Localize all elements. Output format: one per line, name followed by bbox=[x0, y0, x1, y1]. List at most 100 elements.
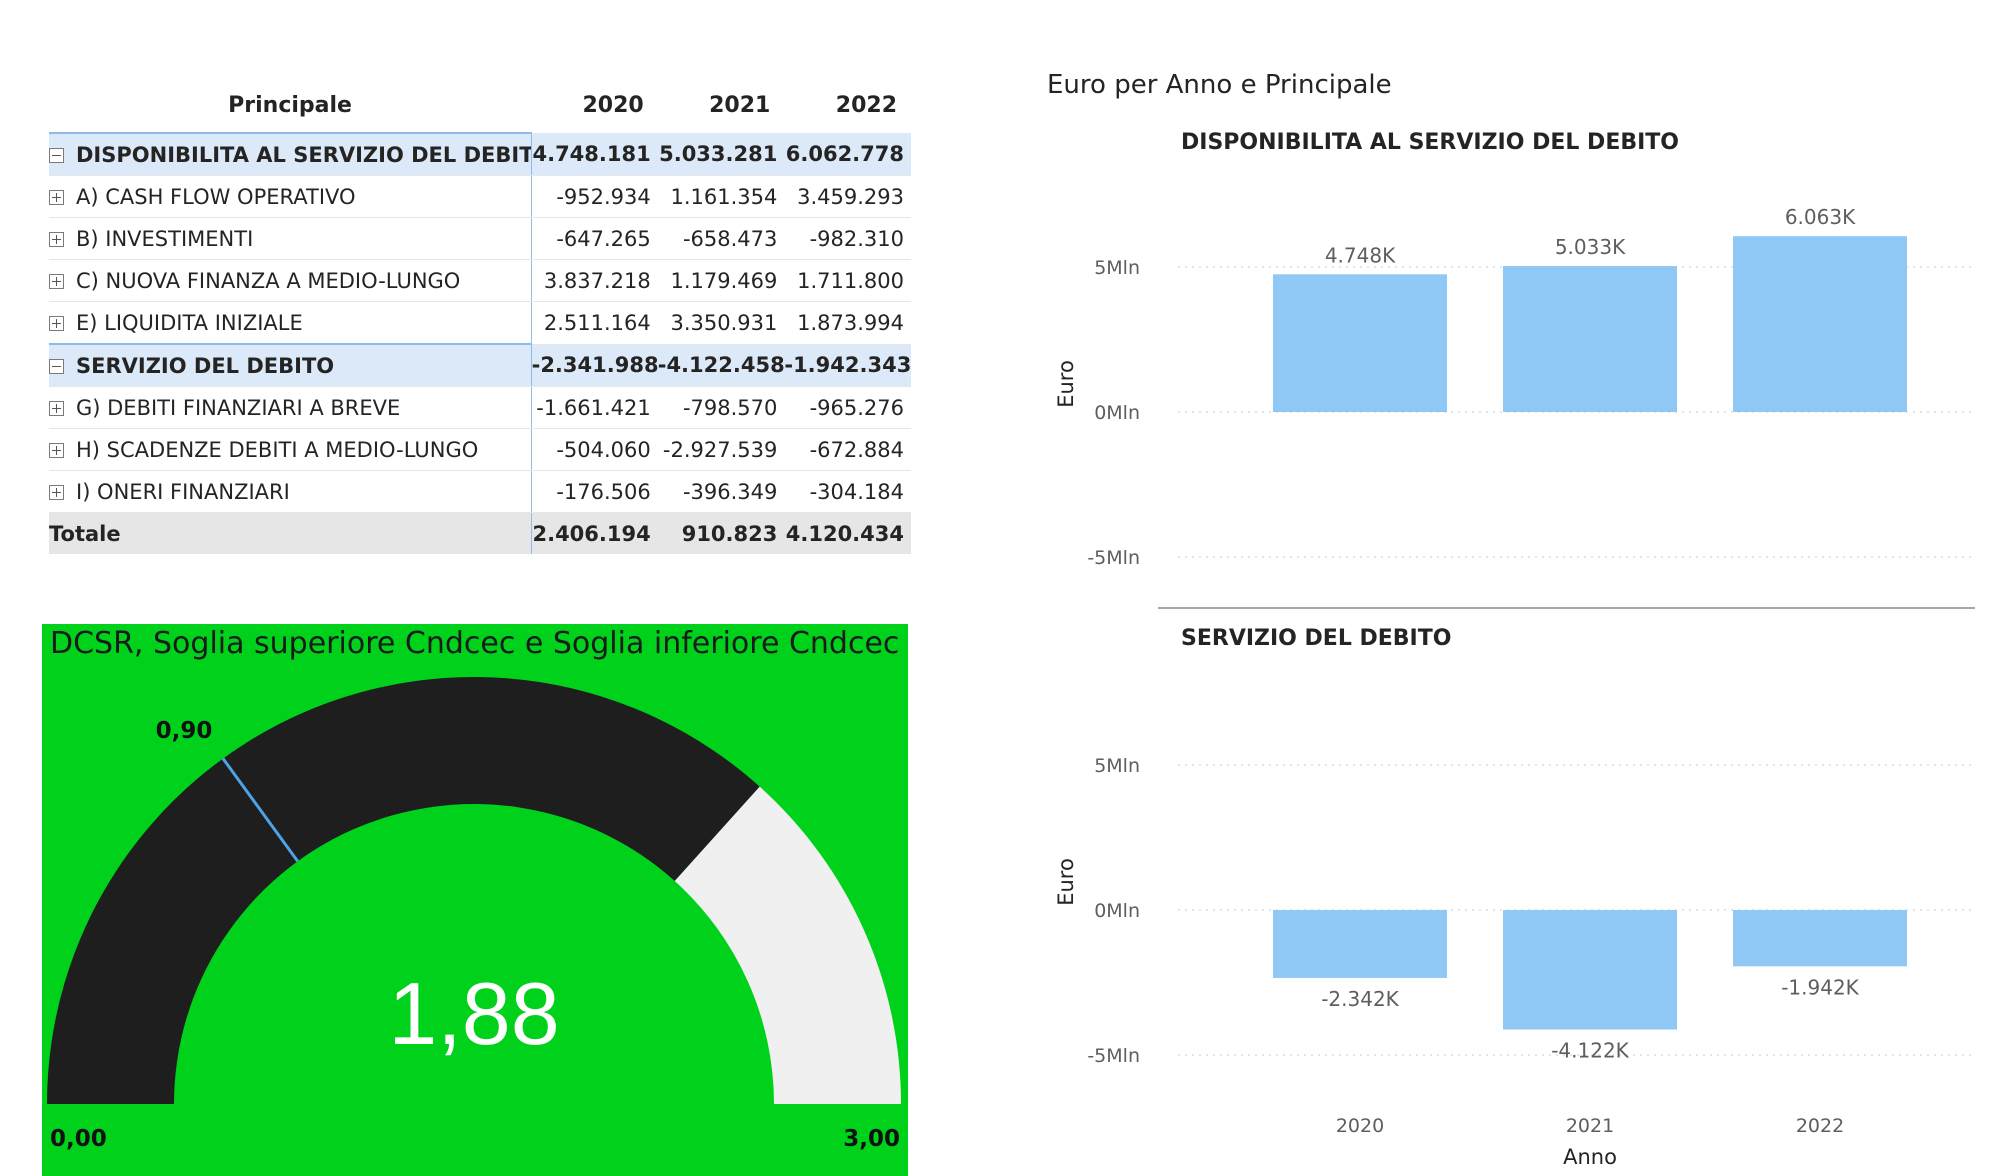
cell-value: -982.310 bbox=[784, 217, 911, 260]
dcsr-gauge-card[interactable]: DCSR, Soglia superiore Cndcec e Soglia i… bbox=[42, 624, 908, 1176]
cell-value: -2.341.988 bbox=[531, 344, 658, 387]
cell-value: -965.276 bbox=[784, 386, 911, 429]
gauge-max-label: 3,00 bbox=[843, 1126, 900, 1152]
gauge-threshold-marker bbox=[221, 757, 299, 863]
gauge-min-label: 0,00 bbox=[50, 1126, 107, 1152]
row-label: G) DEBITI FINANZIARI A BREVE bbox=[76, 395, 401, 420]
bar bbox=[1273, 910, 1447, 978]
gauge-title: DCSR, Soglia superiore Cndcec e Soglia i… bbox=[50, 626, 900, 661]
gauge-filled-arc bbox=[47, 677, 760, 1104]
cell-value: 1.161.354 bbox=[657, 175, 785, 218]
matrix-row: C) NUOVA FINANZA A MEDIO-LUNGO 3.837.218… bbox=[49, 259, 911, 302]
data-label: -2.342K bbox=[1321, 987, 1399, 1011]
cell-value: -396.349 bbox=[657, 470, 785, 513]
data-label: 6.063K bbox=[1785, 205, 1856, 229]
x-tick-label: 2022 bbox=[1796, 1115, 1844, 1137]
total-label: Totale bbox=[49, 512, 532, 554]
matrix-header-row: Principale 2020 2021 2022 bbox=[49, 78, 911, 133]
y-tick-label: -5Mln bbox=[1087, 547, 1140, 569]
bar bbox=[1273, 274, 1447, 412]
cell-value: 2.511.164 bbox=[531, 301, 658, 345]
matrix-row: E) LIQUIDITA INIZIALE 2.511.164 3.350.93… bbox=[49, 301, 911, 345]
y-tick-label: -5Mln bbox=[1087, 1045, 1140, 1067]
gauge-threshold-label: 0,90 bbox=[156, 718, 213, 744]
expand-icon[interactable] bbox=[49, 274, 64, 289]
column-header-2020[interactable]: 2020 bbox=[582, 93, 644, 118]
y-tick-label: 5Mln bbox=[1094, 257, 1140, 279]
bar bbox=[1503, 910, 1677, 1030]
cell-value: -176.506 bbox=[531, 470, 658, 513]
cell-value: -304.184 bbox=[784, 470, 911, 513]
cell-value: -1.661.421 bbox=[531, 386, 658, 429]
cell-value: 1.179.469 bbox=[657, 259, 785, 302]
row-label: B) INVESTIMENTI bbox=[76, 226, 254, 251]
y-tick-label: 5Mln bbox=[1094, 755, 1140, 777]
expand-icon[interactable] bbox=[49, 232, 64, 247]
y-axis-label: Euro bbox=[1054, 858, 1078, 906]
column-header-principale[interactable]: Principale bbox=[228, 92, 352, 118]
data-label: 4.748K bbox=[1325, 243, 1396, 267]
row-label: A) CASH FLOW OPERATIVO bbox=[76, 184, 356, 209]
expand-icon[interactable] bbox=[49, 485, 64, 500]
panel-title-disponibilita: DISPONIBILITA AL SERVIZIO DEL DEBITO bbox=[1181, 130, 1680, 155]
cell-value: -658.473 bbox=[657, 217, 785, 260]
matrix-total-row: Totale 2.406.194 910.823 4.120.434 bbox=[49, 512, 911, 554]
y-axis-label: Euro bbox=[1054, 360, 1078, 408]
chart-title: Euro per Anno e Principale bbox=[1047, 70, 1392, 100]
column-header-2022[interactable]: 2022 bbox=[835, 93, 897, 118]
column-header-2021[interactable]: 2021 bbox=[709, 93, 771, 118]
total-value: 4.120.434 bbox=[784, 512, 911, 554]
gauge-remaining-arc bbox=[674, 786, 901, 1104]
expand-icon[interactable] bbox=[49, 190, 64, 205]
cell-value: -952.934 bbox=[531, 175, 658, 218]
data-label: 5.033K bbox=[1555, 235, 1626, 259]
principale-matrix: Principale 2020 2021 2022 DISPONIBILITA … bbox=[49, 78, 911, 554]
cell-value: 1.873.994 bbox=[784, 301, 911, 345]
collapse-icon[interactable] bbox=[49, 148, 64, 163]
cell-value: -672.884 bbox=[784, 428, 911, 471]
cell-value: -4.122.458 bbox=[657, 344, 785, 387]
gauge-value: 1,88 bbox=[388, 964, 559, 1063]
bar bbox=[1733, 236, 1907, 412]
matrix-row: B) INVESTIMENTI -647.265 -658.473 -982.3… bbox=[49, 217, 911, 260]
cell-value: 1.711.800 bbox=[784, 259, 911, 302]
y-tick-label: 0Mln bbox=[1094, 402, 1140, 424]
x-tick-label: 2020 bbox=[1336, 1115, 1384, 1137]
cell-value: -2.927.539 bbox=[657, 428, 785, 471]
cell-value: -647.265 bbox=[531, 217, 658, 260]
y-tick-label: 0Mln bbox=[1094, 900, 1140, 922]
data-label: -1.942K bbox=[1781, 975, 1859, 999]
row-label: E) LIQUIDITA INIZIALE bbox=[76, 310, 303, 335]
matrix-row: H) SCADENZE DEBITI A MEDIO-LUNGO -504.06… bbox=[49, 428, 911, 471]
cell-value: -798.570 bbox=[657, 386, 785, 429]
matrix-row: A) CASH FLOW OPERATIVO -952.934 1.161.35… bbox=[49, 175, 911, 218]
row-label: DISPONIBILITA AL SERVIZIO DEL DEBITO bbox=[76, 142, 532, 167]
panel-title-servizio: SERVIZIO DEL DEBITO bbox=[1181, 626, 1452, 651]
expand-icon[interactable] bbox=[49, 401, 64, 416]
cell-value: 3.459.293 bbox=[784, 175, 911, 218]
expand-icon[interactable] bbox=[49, 316, 64, 331]
row-label: I) ONERI FINANZIARI bbox=[76, 479, 290, 504]
x-axis-label: Anno bbox=[1563, 1145, 1617, 1169]
row-label: C) NUOVA FINANZA A MEDIO-LUNGO bbox=[76, 268, 461, 293]
bar bbox=[1733, 910, 1907, 967]
cell-value: 6.062.778 bbox=[784, 133, 911, 176]
cell-value: 5.033.281 bbox=[657, 133, 785, 176]
matrix-row: I) ONERI FINANZIARI -176.506 -396.349 -3… bbox=[49, 470, 911, 513]
x-tick-label: 2021 bbox=[1566, 1115, 1614, 1137]
matrix-row: G) DEBITI FINANZIARI A BREVE -1.661.421 … bbox=[49, 386, 911, 429]
total-value: 910.823 bbox=[657, 512, 785, 554]
expand-icon[interactable] bbox=[49, 443, 64, 458]
cell-value: 3.350.931 bbox=[657, 301, 785, 345]
cell-value: -1.942.343 bbox=[784, 344, 911, 387]
cell-value: -504.060 bbox=[531, 428, 658, 471]
cell-value: 3.837.218 bbox=[531, 259, 658, 302]
total-value: 2.406.194 bbox=[531, 512, 658, 554]
collapse-icon[interactable] bbox=[49, 359, 64, 374]
row-label: SERVIZIO DEL DEBITO bbox=[76, 353, 335, 378]
matrix-group-row: DISPONIBILITA AL SERVIZIO DEL DEBITO 4.7… bbox=[49, 132, 911, 176]
bar bbox=[1503, 266, 1677, 412]
data-label: -4.122K bbox=[1551, 1039, 1629, 1063]
gauge-visual: 1,88 0,00 3,00 0,90 bbox=[47, 677, 901, 1152]
